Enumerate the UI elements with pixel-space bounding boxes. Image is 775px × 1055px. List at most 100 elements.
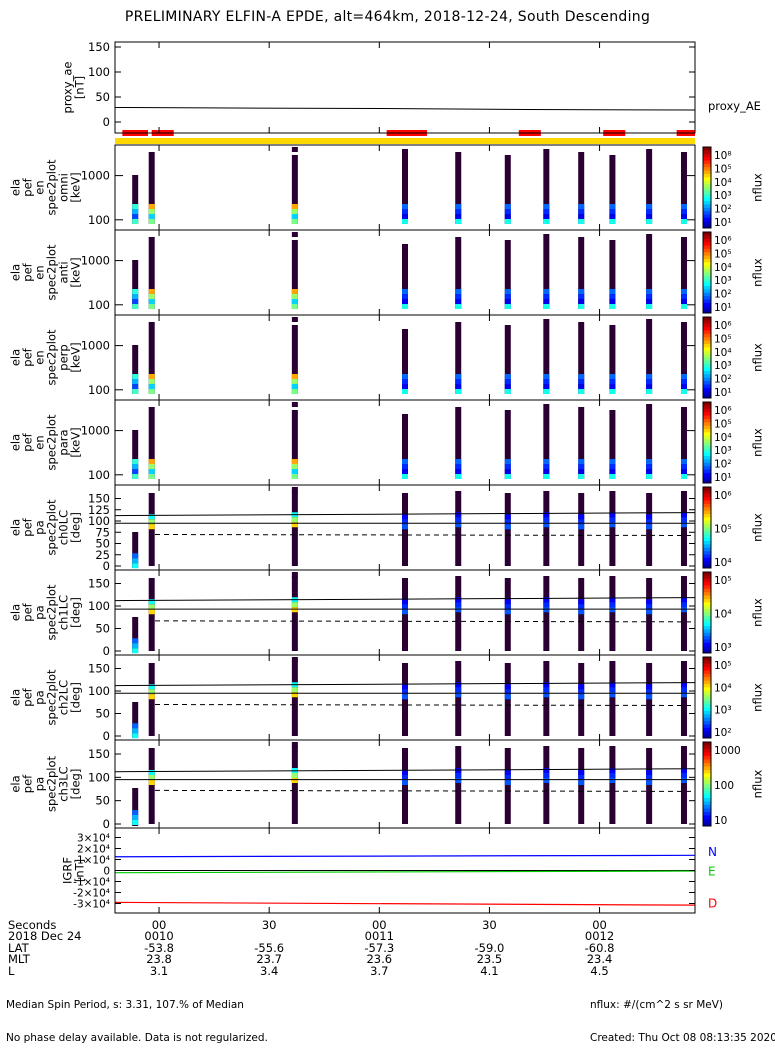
colorbar-pa_ch2	[702, 656, 712, 739]
spectrogram-pixel	[646, 389, 653, 394]
spectrogram-pixel	[504, 214, 511, 219]
proxy-ae-ytick-label: 100	[88, 65, 110, 79]
spectrogram-pixel	[291, 464, 298, 469]
spectrogram-pixel	[291, 778, 298, 783]
colorbar-cell	[703, 677, 711, 682]
status-yellow-bar	[115, 138, 695, 144]
colorbar-cell	[703, 415, 711, 420]
spectrogram-pixel	[291, 687, 298, 693]
time-axis-row-label: LAT	[8, 940, 29, 955]
colorbar-cell	[703, 221, 711, 226]
colorbar-cell	[703, 694, 711, 698]
ylabel-pa_ch1: pef	[21, 602, 35, 621]
spectrogram-stripe	[132, 702, 139, 738]
colorbar-cell	[703, 462, 711, 467]
colorbar-cell	[703, 759, 711, 764]
spectrogram-pixel	[504, 294, 511, 299]
spectrogram-pixel	[402, 379, 408, 384]
colorbar-cell	[703, 592, 711, 597]
pa-ytick-label: 75	[95, 525, 110, 539]
ylabel-proxy_ae: [nT]	[73, 76, 87, 99]
colorbar-pa_ch0	[702, 486, 712, 569]
pa-loss-cone-line	[114, 597, 696, 602]
spectrogram-pixel	[402, 604, 408, 610]
spectrogram-pixel	[609, 374, 616, 379]
colorbar-cell	[703, 798, 711, 802]
spectrogram-pixel	[504, 694, 511, 700]
spectrogram-pixel	[646, 469, 653, 474]
colorbar-cell	[703, 387, 711, 392]
spectrogram-pixel	[609, 209, 616, 214]
spectrogram-stripe	[543, 404, 550, 479]
spectrogram-pixel	[148, 304, 155, 309]
spectrogram-pixel	[291, 517, 298, 523]
spectrogram-pixel	[680, 602, 687, 608]
spectrogram-pixel	[609, 692, 616, 698]
spectrogram-pixel	[680, 773, 687, 778]
spectrogram-pixel	[578, 474, 585, 479]
colorbar-cell	[703, 269, 711, 273]
spectrogram-pixel	[609, 778, 616, 783]
spectrogram-stripe	[291, 240, 298, 309]
spectrogram-pixel	[609, 607, 616, 613]
spectrogram-stripe	[578, 578, 585, 651]
spectrogram-pixel	[543, 469, 550, 474]
colorbar-cell	[703, 667, 711, 671]
igrf-legend-E: E	[708, 865, 716, 879]
spectrogram-pixel	[402, 780, 408, 785]
spectrogram-pixel	[132, 820, 139, 825]
colorbar-cell	[703, 299, 711, 304]
spectrogram-pixel	[455, 597, 462, 603]
spectrogram-pixel	[680, 778, 687, 783]
spectrogram-pixel	[609, 522, 616, 528]
spectrogram-pixel	[609, 682, 616, 688]
pa-ytick-label: 50	[95, 707, 110, 721]
spectrogram-pixel	[504, 204, 511, 209]
spectrogram-pixel	[455, 522, 462, 528]
pa-ytick-label: 50	[95, 537, 110, 551]
spectrogram-pixel	[578, 214, 585, 219]
pa-ytick-label: 50	[95, 794, 110, 808]
spectrogram-pixel	[680, 687, 687, 693]
colorbar-cell	[703, 354, 711, 358]
colorbar-cell	[703, 777, 711, 781]
ylabel-pa_ch1: spec2plot	[45, 584, 59, 641]
colorbar-cell	[703, 721, 711, 725]
proxy-ae-ytick-label: 0	[103, 115, 110, 129]
time-axis-row-label: Seconds	[8, 918, 57, 932]
spectrogram-stripe	[291, 325, 298, 394]
colorbar-label: nflux	[751, 343, 765, 372]
colorbar-cell	[703, 163, 711, 168]
spectrogram-stripe	[504, 240, 511, 309]
energy-ytick-label: 1000	[81, 254, 110, 268]
colorbar-cell	[703, 537, 711, 542]
time-axis-value: -53.8	[144, 940, 174, 955]
colorbar-cell	[703, 180, 711, 185]
igrf-ytick-label: -3×10⁴	[73, 899, 110, 911]
colorbar-tick-label: 10²	[714, 374, 732, 386]
ylabel-en_omni: pef	[21, 177, 35, 196]
colorbar-cell	[703, 197, 711, 202]
colorbar-cell	[703, 749, 711, 753]
colorbar-cell	[703, 714, 711, 719]
plot-title: PRELIMINARY ELFIN-A EPDE, alt=464km, 201…	[124, 9, 651, 25]
colorbar-tick-label: 10³	[714, 705, 732, 717]
colorbar-cell	[703, 632, 711, 637]
energy-ytick-label: 1000	[81, 169, 110, 183]
colorbar-cell	[703, 547, 711, 552]
spectrogram-pixel	[455, 512, 462, 518]
colorbar-cell	[703, 812, 711, 816]
spectrogram-pixel	[291, 607, 298, 613]
spectrogram-pixel	[646, 684, 653, 690]
spectrogram-pixel	[132, 374, 139, 379]
spectrogram-pixel	[455, 379, 462, 384]
spectrogram-pixel	[578, 514, 585, 520]
spectrogram-pixel	[504, 299, 511, 304]
footer-right: nflux: #/(cm^2 s sr MeV) Created: Thu Oc…	[590, 978, 775, 1055]
spectrogram-pixel	[609, 204, 616, 209]
spectrogram-stripe	[148, 152, 155, 224]
spectrogram-stripe	[543, 661, 550, 736]
spectrogram-stripe	[291, 576, 298, 651]
time-axis-value: -60.8	[584, 940, 615, 955]
spectrogram-pixel	[148, 599, 155, 605]
